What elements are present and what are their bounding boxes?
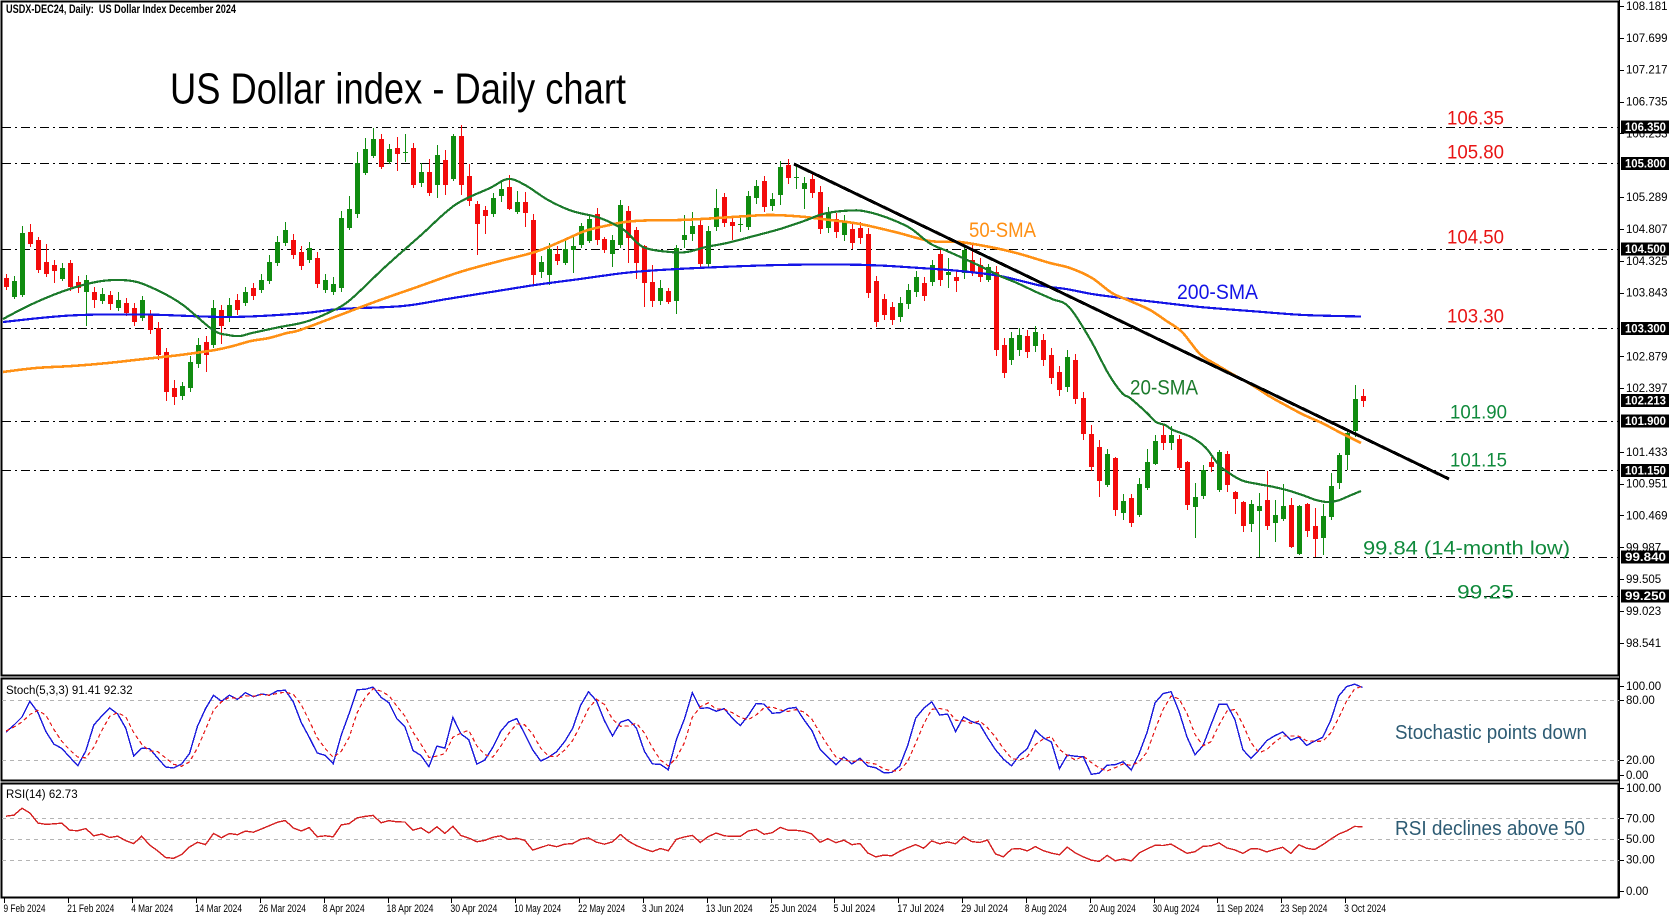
svg-text:101.90: 101.90 <box>1450 403 1507 424</box>
svg-text:Stoch(5,3,3) 91.41 92.32: Stoch(5,3,3) 91.41 92.32 <box>6 685 133 697</box>
svg-text:98.541: 98.541 <box>1626 638 1661 650</box>
svg-text:22 May 2024: 22 May 2024 <box>578 903 625 915</box>
svg-text:102.879: 102.879 <box>1626 351 1668 363</box>
svg-text:29 Jul 2024: 29 Jul 2024 <box>961 903 1008 915</box>
svg-text:100.951: 100.951 <box>1626 479 1668 491</box>
svg-text:RSI declines above 50: RSI declines above 50 <box>1395 817 1585 840</box>
svg-text:108.181: 108.181 <box>1626 1 1668 13</box>
svg-text:Stochastic points down: Stochastic points down <box>1395 721 1587 744</box>
svg-text:70.00: 70.00 <box>1626 814 1655 826</box>
svg-text:26 Mar 2024: 26 Mar 2024 <box>259 903 306 915</box>
svg-text:106.350: 106.350 <box>1625 122 1666 134</box>
svg-text:5 Jul 2024: 5 Jul 2024 <box>833 903 875 915</box>
svg-text:50.00: 50.00 <box>1626 834 1655 846</box>
svg-text:30 Aug 2024: 30 Aug 2024 <box>1153 903 1200 915</box>
svg-text:200-SMA: 200-SMA <box>1177 281 1258 304</box>
svg-text:9 Feb 2024: 9 Feb 2024 <box>4 903 46 915</box>
svg-text:104.50: 104.50 <box>1447 228 1504 249</box>
svg-text:0.00: 0.00 <box>1626 770 1648 782</box>
svg-text:3 Jun 2024: 3 Jun 2024 <box>642 903 684 915</box>
svg-text:13 Jun 2024: 13 Jun 2024 <box>706 903 753 915</box>
svg-text:104.325: 104.325 <box>1626 256 1668 268</box>
svg-text:100.00: 100.00 <box>1626 681 1661 693</box>
svg-text:101.150: 101.150 <box>1625 466 1666 478</box>
svg-text:100.00: 100.00 <box>1626 783 1661 795</box>
svg-text:106.735: 106.735 <box>1626 97 1668 109</box>
svg-text:106.35: 106.35 <box>1447 109 1504 130</box>
svg-text:99.023: 99.023 <box>1626 606 1661 618</box>
svg-text:99.840: 99.840 <box>1625 552 1666 564</box>
svg-text:100.469: 100.469 <box>1626 511 1668 523</box>
svg-text:4 Mar 2024: 4 Mar 2024 <box>131 903 173 915</box>
svg-text:102.213: 102.213 <box>1625 395 1666 407</box>
svg-text:US Dollar index - Daily chart: US Dollar index - Daily chart <box>170 65 626 114</box>
svg-text:103.30: 103.30 <box>1447 307 1504 328</box>
svg-text:14 Mar 2024: 14 Mar 2024 <box>195 903 242 915</box>
svg-text:101.15: 101.15 <box>1450 451 1507 472</box>
svg-text:3 Oct 2024: 3 Oct 2024 <box>1344 903 1386 915</box>
svg-text:23 Sep 2024: 23 Sep 2024 <box>1280 903 1327 915</box>
svg-text:8 Aug 2024: 8 Aug 2024 <box>1025 903 1067 915</box>
svg-text:18 Apr 2024: 18 Apr 2024 <box>387 903 434 915</box>
svg-text:30 Apr 2024: 30 Apr 2024 <box>450 903 497 915</box>
svg-text:0.00: 0.00 <box>1626 886 1648 898</box>
svg-text:RSI(14) 62.73: RSI(14) 62.73 <box>6 789 78 801</box>
svg-text:50-SMA: 50-SMA <box>969 219 1036 242</box>
svg-text:101.433: 101.433 <box>1626 447 1668 459</box>
svg-text:104.807: 104.807 <box>1626 224 1668 236</box>
svg-text:20.00: 20.00 <box>1626 755 1655 767</box>
svg-text:105.289: 105.289 <box>1626 192 1668 204</box>
svg-text:105.800: 105.800 <box>1625 158 1666 170</box>
svg-text:20-SMA: 20-SMA <box>1130 377 1198 400</box>
svg-text:99.250: 99.250 <box>1625 591 1666 603</box>
svg-text:17 Jul 2024: 17 Jul 2024 <box>897 903 944 915</box>
svg-text:10 May 2024: 10 May 2024 <box>514 903 561 915</box>
svg-text:103.843: 103.843 <box>1626 288 1668 300</box>
svg-text:107.699: 107.699 <box>1626 33 1668 45</box>
svg-text:107.217: 107.217 <box>1626 65 1668 77</box>
svg-text:104.500: 104.500 <box>1625 244 1666 256</box>
svg-text:105.80: 105.80 <box>1447 143 1504 164</box>
svg-text:99.84 (14-month low): 99.84 (14-month low) <box>1363 539 1570 560</box>
svg-text:11 Sep 2024: 11 Sep 2024 <box>1217 903 1264 915</box>
svg-text:20 Aug 2024: 20 Aug 2024 <box>1089 903 1136 915</box>
svg-text:80.00: 80.00 <box>1626 695 1655 707</box>
svg-text:102.397: 102.397 <box>1626 383 1668 395</box>
svg-text:103.300: 103.300 <box>1625 324 1666 336</box>
svg-text:101.900: 101.900 <box>1625 416 1666 428</box>
svg-text:30.00: 30.00 <box>1626 855 1655 867</box>
svg-text:99.505: 99.505 <box>1626 574 1661 586</box>
svg-text:21 Feb 2024: 21 Feb 2024 <box>67 903 114 915</box>
svg-text:25 Jun 2024: 25 Jun 2024 <box>770 903 817 915</box>
svg-text:USDX-DEC24, Daily: US Dollar: USDX-DEC24, Daily: US Dollar Index Decem… <box>6 4 236 16</box>
svg-text:8 Apr 2024: 8 Apr 2024 <box>323 903 365 915</box>
svg-text:99.25: 99.25 <box>1457 583 1514 604</box>
